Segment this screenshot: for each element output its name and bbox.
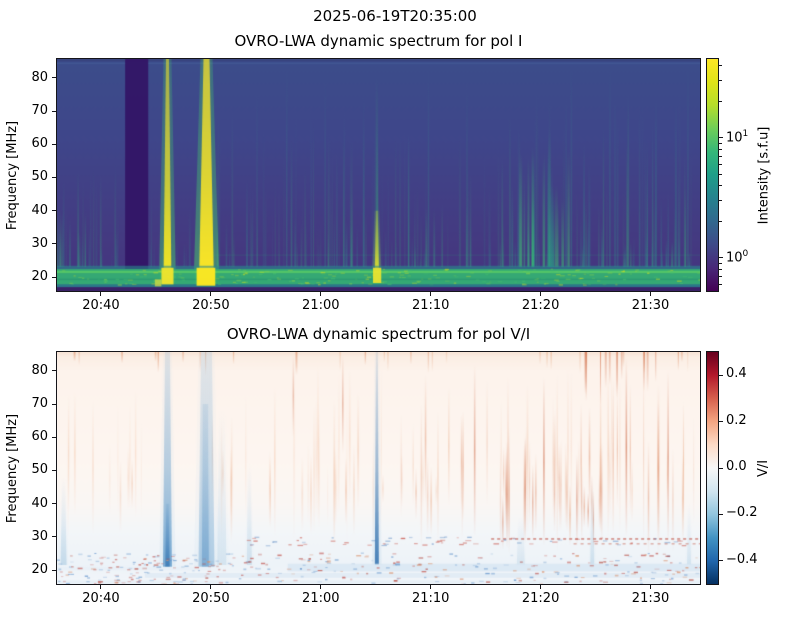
y-tick-mark (52, 469, 56, 471)
y-tick-label: 40 (31, 202, 48, 218)
x-tick-label: 21:20 (521, 591, 560, 606)
panel2-title: OVRO-LWA dynamic spectrum for pol V/I (226, 325, 531, 343)
colorbar-tick-label: 0.2 (726, 412, 747, 428)
x-tick-label: 21:10 (411, 591, 450, 606)
panel2-colorbar (706, 351, 719, 585)
y-tick-label: 50 (31, 462, 48, 478)
colorbar-minor-tick-mark (719, 80, 722, 82)
y-tick-mark (52, 110, 56, 112)
colorbar-tick-label: 0.0 (726, 459, 747, 474)
panel1-colorbar-label-wrap: Intensity [s.f.u] (752, 58, 776, 292)
y-tick-label: 80 (31, 362, 48, 378)
x-tick-mark (100, 585, 102, 589)
colorbar-tick-mark (719, 560, 723, 562)
x-tick-mark (210, 585, 212, 589)
colorbar-minor-tick-mark (719, 164, 722, 166)
figure-suptitle: 2025-06-19T20:35:00 (313, 7, 477, 25)
x-tick-mark (100, 292, 102, 296)
panel1-title: OVRO-LWA dynamic spectrum for pol I (234, 32, 523, 50)
y-tick-mark (52, 276, 56, 278)
x-tick-label: 21:30 (631, 591, 670, 606)
y-tick-mark (52, 536, 56, 538)
y-tick-mark (52, 243, 56, 245)
y-tick-label: 60 (31, 136, 48, 152)
colorbar-minor-tick-mark (719, 101, 722, 103)
colorbar-tick-mark (719, 137, 723, 139)
x-tick-mark (430, 292, 432, 296)
colorbar-tick-mark (719, 513, 723, 515)
colorbar-minor-tick-mark (719, 276, 722, 277)
colorbar-minor-tick-mark (719, 284, 722, 286)
colorbar-tick-mark (719, 421, 723, 423)
y-tick-mark (52, 77, 56, 79)
y-tick-label: 20 (31, 562, 48, 578)
x-tick-mark (320, 292, 322, 296)
x-tick-label: 20:40 (82, 591, 120, 606)
y-tick-mark (52, 503, 56, 505)
x-tick-label: 21:00 (302, 591, 340, 606)
colorbar-minor-tick-mark (719, 262, 722, 264)
x-tick-mark (320, 585, 322, 589)
colorbar-minor-tick-mark (719, 156, 722, 158)
y-tick-label: 30 (31, 528, 48, 544)
colorbar-tick-label: 0.4 (726, 366, 747, 382)
x-tick-label: 21:20 (521, 298, 560, 313)
colorbar-tick-label: −0.4 (726, 551, 758, 567)
y-tick-label: 80 (31, 69, 48, 85)
panel1-colorbar-gradient (707, 59, 718, 291)
y-tick-label: 60 (31, 429, 48, 445)
panel2-spectrogram (57, 352, 700, 584)
colorbar-minor-tick-mark (719, 185, 722, 187)
colorbar-tick-mark (719, 257, 723, 259)
y-tick-label: 40 (31, 495, 48, 511)
y-tick-mark (52, 370, 56, 372)
x-tick-label: 20:40 (82, 298, 120, 313)
panel1-colorbar (706, 58, 719, 292)
y-tick-mark (52, 569, 56, 571)
x-tick-mark (430, 585, 432, 589)
colorbar-minor-tick-mark (719, 269, 722, 271)
colorbar-tick-label: 101 (726, 128, 749, 146)
x-tick-label: 20:50 (192, 591, 230, 606)
y-tick-label: 50 (31, 169, 48, 185)
y-tick-mark (52, 403, 56, 405)
y-tick-label: 70 (31, 396, 48, 412)
colorbar-minor-tick-mark (719, 173, 722, 175)
x-tick-label: 20:50 (192, 298, 230, 313)
y-tick-label: 30 (31, 235, 48, 251)
colorbar-tick-label: 100 (726, 248, 749, 266)
colorbar-minor-tick-mark (719, 200, 722, 202)
colorbar-tick-mark (719, 467, 723, 469)
colorbar-minor-tick-mark (719, 65, 722, 67)
y-tick-mark (52, 176, 56, 178)
colorbar-minor-tick-mark (719, 149, 722, 151)
x-tick-label: 21:00 (302, 298, 340, 313)
colorbar-tick-label: −0.2 (726, 505, 758, 521)
y-tick-label: 20 (31, 269, 48, 285)
x-tick-label: 21:30 (631, 298, 670, 313)
x-tick-mark (540, 292, 542, 296)
x-tick-mark (210, 292, 212, 296)
y-tick-mark (52, 143, 56, 145)
colorbar-tick-mark (719, 374, 723, 376)
x-tick-mark (650, 585, 652, 589)
y-tick-label: 70 (31, 103, 48, 119)
x-tick-mark (540, 585, 542, 589)
y-tick-mark (52, 210, 56, 212)
panel2-colorbar-label: V/I (756, 459, 772, 477)
colorbar-minor-tick-mark (719, 142, 722, 144)
y-tick-mark (52, 436, 56, 438)
panel1-spectrogram (57, 59, 700, 291)
panel2-colorbar-label-wrap: V/I (752, 351, 776, 585)
x-tick-label: 21:10 (411, 298, 450, 313)
panel2-plot-area (56, 351, 701, 585)
colorbar-minor-tick-mark (719, 221, 722, 223)
panel1-colorbar-label: Intensity [s.f.u] (756, 126, 772, 224)
panel2-colorbar-gradient (707, 352, 718, 584)
panel1-plot-area (56, 58, 701, 292)
x-tick-mark (650, 292, 652, 296)
